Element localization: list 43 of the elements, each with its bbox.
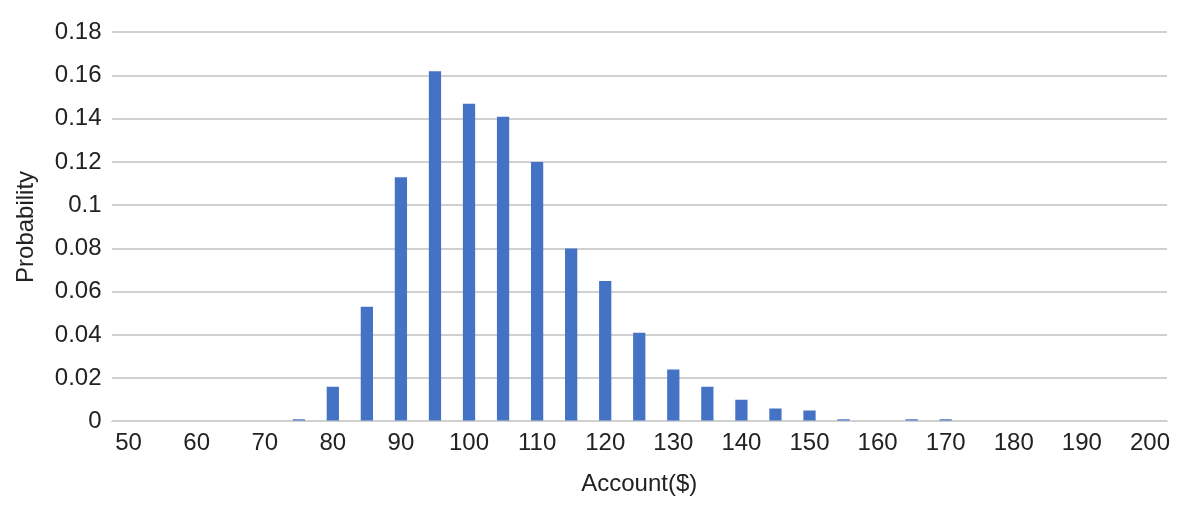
x-tick-label: 120 bbox=[585, 428, 626, 456]
y-tick-label: 0.06 bbox=[54, 276, 102, 304]
x-tick-label: 140 bbox=[721, 428, 762, 456]
y-tick-label: 0 bbox=[88, 406, 102, 434]
bar bbox=[428, 71, 442, 421]
bar bbox=[462, 103, 476, 421]
y-tick-label: 0.02 bbox=[54, 362, 102, 390]
y-tick-label: 0.18 bbox=[54, 17, 102, 45]
y-tick-label: 0.16 bbox=[54, 60, 102, 88]
bar bbox=[701, 386, 714, 421]
y-axis-title: Probability bbox=[11, 170, 39, 283]
bar bbox=[599, 280, 612, 421]
bar bbox=[496, 116, 510, 421]
x-tick-label: 170 bbox=[925, 428, 966, 456]
x-tick-label: 90 bbox=[387, 428, 415, 456]
x-tick-label: 80 bbox=[319, 428, 347, 456]
x-tick-label: 150 bbox=[789, 428, 830, 456]
bar bbox=[326, 386, 339, 421]
x-tick-label: 180 bbox=[993, 428, 1034, 456]
x-tick-label: 160 bbox=[857, 428, 898, 456]
y-tick-label: 0.14 bbox=[54, 103, 102, 131]
bar bbox=[803, 410, 816, 421]
bar bbox=[735, 399, 748, 421]
y-tick-label: 0.12 bbox=[54, 146, 102, 174]
bar bbox=[667, 369, 680, 421]
bar bbox=[360, 306, 373, 421]
bar bbox=[633, 332, 646, 421]
bar bbox=[565, 248, 578, 421]
x-tick-label: 190 bbox=[1061, 428, 1102, 456]
x-tick-label: 100 bbox=[448, 428, 490, 456]
x-tick-label: 50 bbox=[115, 428, 142, 456]
x-tick-label: 130 bbox=[653, 428, 694, 456]
x-tick-label: 200 bbox=[1129, 428, 1170, 456]
x-axis-title: Account($) bbox=[581, 469, 698, 497]
bar bbox=[394, 177, 408, 421]
x-tick-label: 70 bbox=[251, 428, 279, 456]
x-tick-label: 60 bbox=[183, 428, 210, 456]
y-tick-label: 0.08 bbox=[54, 233, 102, 261]
bar bbox=[769, 408, 782, 421]
bar bbox=[530, 162, 544, 421]
y-tick-label: 0.04 bbox=[54, 319, 102, 347]
y-tick-label: 0.1 bbox=[68, 189, 102, 217]
x-tick-label: 110 bbox=[517, 428, 557, 456]
